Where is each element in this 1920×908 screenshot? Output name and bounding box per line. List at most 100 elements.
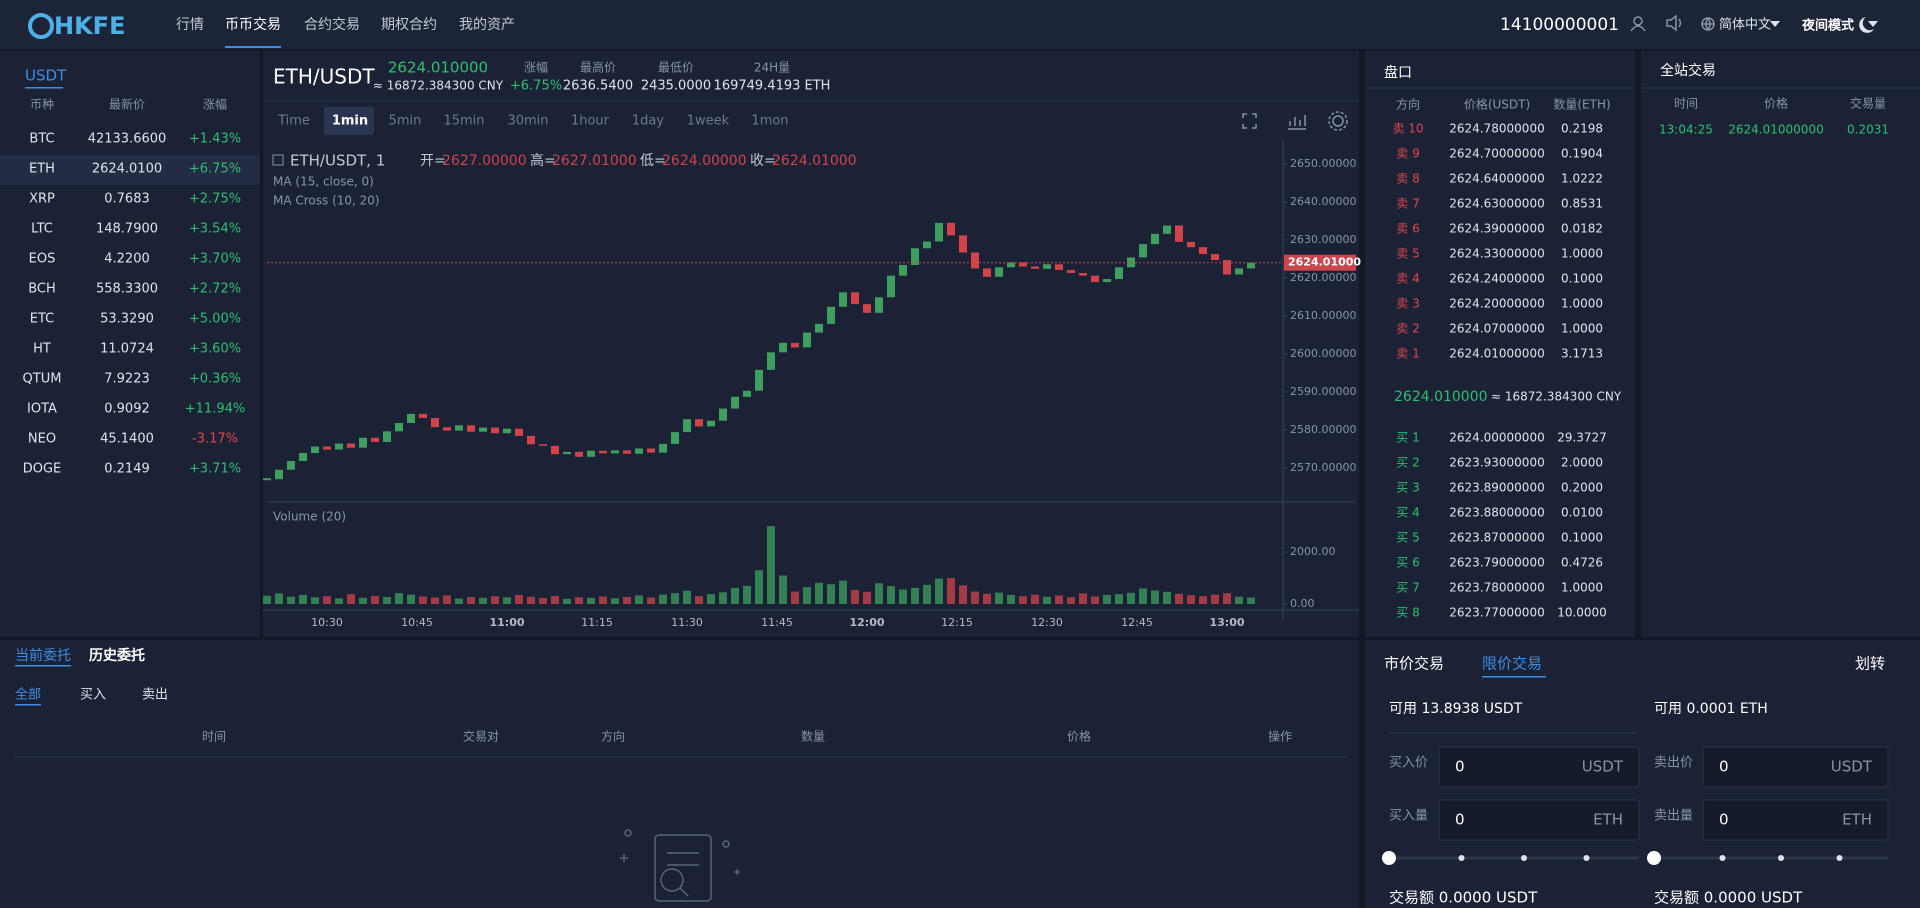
interval: 1mon [751, 114, 788, 129]
input-label: 卖出量 [1654, 809, 1693, 824]
market-cell: +3.71% [189, 462, 241, 477]
volume-bar [887, 586, 895, 604]
candle [731, 396, 739, 409]
volume-bar [503, 597, 511, 604]
candle [551, 445, 559, 455]
nav-active-underline [225, 46, 281, 48]
interval: 1week [687, 114, 730, 129]
market-panel [0, 51, 260, 637]
mid-price: 2624.010000 [1394, 389, 1488, 405]
slider-stop [1583, 855, 1590, 861]
bid-cell: 2623.78000000 [1449, 581, 1544, 595]
total: 交易额 0.0000 USDT [1654, 889, 1803, 907]
candle [1055, 264, 1063, 270]
orders-tab: 当前委托 [15, 647, 71, 664]
volume-bar [791, 591, 799, 604]
y-tick-label: 2640.00000 [1290, 195, 1356, 208]
mid-cny: ≈ 16872.384300 CNY [1491, 390, 1622, 404]
candle [803, 332, 811, 348]
candle [263, 478, 271, 481]
bid-cell: 2623.79000000 [1449, 556, 1544, 570]
ask-cell: 卖 1 [1396, 347, 1419, 361]
candle [791, 342, 799, 348]
available: 可用 0.0001 ETH [1654, 701, 1768, 717]
interval: 1min [332, 114, 368, 129]
slider-handle [1382, 851, 1396, 865]
orders-filter: 全部 [15, 687, 41, 703]
bid-cell: 买 1 [1396, 431, 1419, 445]
candle [887, 275, 895, 298]
volume-bar [743, 585, 751, 604]
bid-cell: 10.0000 [1557, 606, 1607, 620]
volume-bar [647, 597, 655, 604]
ask-cell: 3.1713 [1561, 347, 1603, 361]
slider-stop [1521, 855, 1527, 861]
y-tick-label: 2610.00000 [1290, 309, 1356, 322]
candle [479, 427, 487, 432]
volume-bar [623, 596, 631, 604]
volume-bar [959, 585, 967, 604]
candle [515, 428, 523, 436]
market-cell: 11.0724 [100, 342, 154, 357]
candle [983, 268, 991, 277]
market-cell: 7.9223 [104, 372, 150, 387]
bid-cell: 0.1000 [1561, 531, 1603, 545]
trades-title: 全站交易 [1660, 62, 1716, 79]
candle [287, 460, 295, 470]
candle [1211, 253, 1219, 261]
market-cell: 0.2149 [104, 462, 150, 477]
bid-cell: 买 4 [1396, 506, 1419, 520]
candle [623, 450, 631, 454]
volume-bar [659, 594, 667, 604]
bid-cell: 买 5 [1396, 531, 1419, 545]
candle [455, 425, 463, 431]
market-cell: +11.94% [185, 402, 245, 417]
volume-bar [347, 594, 355, 604]
market-cell: 42133.6600 [88, 132, 167, 147]
candle [1139, 244, 1147, 258]
volume-title: Volume (20) [273, 510, 346, 524]
candle [839, 292, 847, 307]
volume-bar [863, 591, 871, 604]
orders-header: 时间 [202, 730, 226, 744]
ask-cell: 0.8531 [1561, 197, 1603, 211]
ask-cell: 1.0000 [1561, 322, 1603, 336]
bid-cell: 2623.88000000 [1449, 506, 1544, 520]
candle [1187, 241, 1195, 248]
input-label: 买入价 [1389, 756, 1428, 771]
candle [587, 450, 595, 457]
market-cell: +1.43% [189, 132, 241, 147]
candle [815, 323, 823, 333]
volume-bar [455, 598, 463, 604]
form-tab: 限价交易 [1482, 655, 1542, 673]
volume-bar [1175, 593, 1183, 604]
volume-bar [671, 593, 679, 604]
volume-bar [815, 582, 823, 604]
volume-bar [1127, 592, 1135, 604]
market-cell: 4.2200 [104, 252, 150, 267]
candle [335, 443, 343, 450]
top-nav [0, 0, 1920, 49]
market-cell: +3.70% [189, 252, 241, 267]
mode: 夜间模式 [1801, 18, 1854, 34]
x-tick-label: 13:00 [1209, 616, 1244, 629]
input-unit: USDT [1831, 758, 1873, 776]
x-tick-label: 10:30 [311, 616, 343, 629]
candle [935, 222, 943, 242]
ticker-price: 2624.010000 [388, 59, 488, 77]
volume-bar [1055, 595, 1063, 604]
candle [1151, 233, 1159, 245]
ask-cell: 卖 5 [1396, 247, 1419, 261]
candle [851, 292, 859, 305]
volume-bar [911, 587, 919, 604]
bid-cell: 1.0000 [1561, 581, 1603, 595]
slider-stop [1719, 855, 1726, 861]
candle [827, 306, 835, 324]
volume-bar [335, 598, 343, 604]
candle [275, 469, 283, 480]
volume-bar [707, 594, 715, 604]
y-tick-label: 2590.00000 [1290, 385, 1356, 398]
orders-tab-underline [15, 665, 71, 667]
volume-bar [383, 596, 391, 604]
